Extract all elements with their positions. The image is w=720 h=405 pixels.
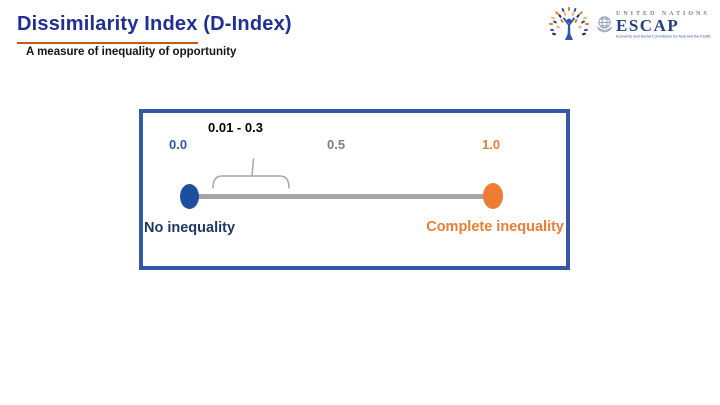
page-subtitle: A measure of inequality of opportunity [26, 46, 237, 58]
typical-range-label: 0.01 - 0.3 [208, 120, 263, 135]
scale-mid-label: 0.5 [327, 137, 346, 152]
range-brace-icon [212, 158, 290, 189]
scale-line [190, 194, 494, 199]
united-nations-label: UNITED NATIONS [616, 11, 710, 17]
complete-inequality-label: Complete inequality [426, 219, 564, 235]
scale-max-label: 1.0 [482, 137, 501, 152]
page-title: Dissimilarity Index (D-Index) [17, 13, 292, 35]
no-inequality-label: No inequality [144, 220, 236, 236]
scale-min-label: 0.0 [169, 137, 188, 152]
people-tree-icon [548, 6, 590, 40]
escap-tagline: Economic and Social Commission for Asia … [616, 35, 712, 39]
escap-acronym: ESCAP [616, 16, 680, 35]
d-index-scale-box: 0.0 0.01 - 0.3 0.5 1.0 No inequality Com… [139, 109, 570, 270]
complete-inequality-marker [483, 183, 503, 209]
no-inequality-marker [180, 184, 199, 209]
un-escap-logo: UNITED NATIONS ESCAP Economic and Social… [594, 11, 714, 47]
title-underline [17, 42, 198, 44]
un-emblem-icon [596, 16, 613, 33]
